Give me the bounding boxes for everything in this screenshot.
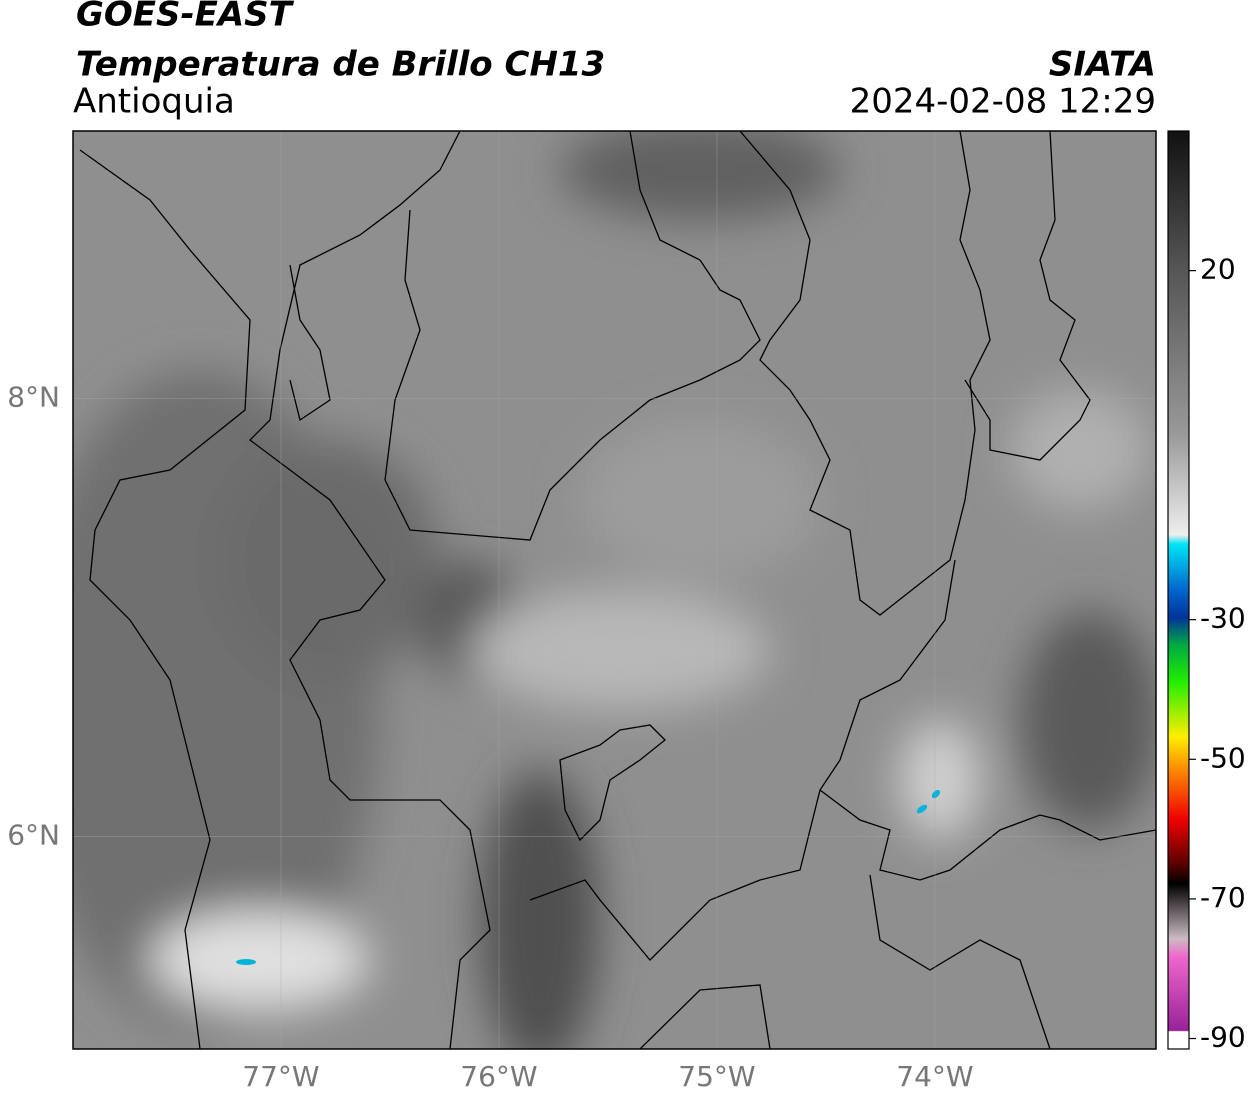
x-tick-label: 75°W: [678, 1060, 755, 1093]
colorbar: [1167, 130, 1190, 1050]
colorbar-tick-label: 20: [1200, 253, 1236, 286]
grid: [73, 131, 1156, 1049]
x-tick-label: 74°W: [896, 1060, 973, 1093]
map-frame: [72, 130, 1157, 1050]
x-tick-label: 77°W: [242, 1060, 319, 1093]
y-tick-label: 8°N: [7, 380, 60, 413]
y-tick-label: 6°N: [7, 818, 60, 851]
colorbar-tick-label: -90: [1200, 1021, 1246, 1054]
colorbar-tick-label: -70: [1200, 881, 1246, 914]
subtitle: Temperatura de Brillo CH13: [76, 45, 605, 85]
title: GOES-EAST: [76, 0, 295, 35]
colorbar-tick-label: -30: [1200, 602, 1246, 635]
region: Antioquia: [73, 82, 235, 122]
timestamp: 2024-02-08 12:29: [850, 82, 1156, 122]
ticks: 77°W 76°W 75°W 74°W 8°N 6°N 20 -30 -50 -70 -90: [7, 253, 1246, 1093]
satellite-image: [73, 131, 1156, 1049]
x-tick-label: 76°W: [460, 1060, 537, 1093]
colorbar-tick-label: -50: [1200, 741, 1246, 774]
source: SIATA: [1049, 45, 1156, 85]
